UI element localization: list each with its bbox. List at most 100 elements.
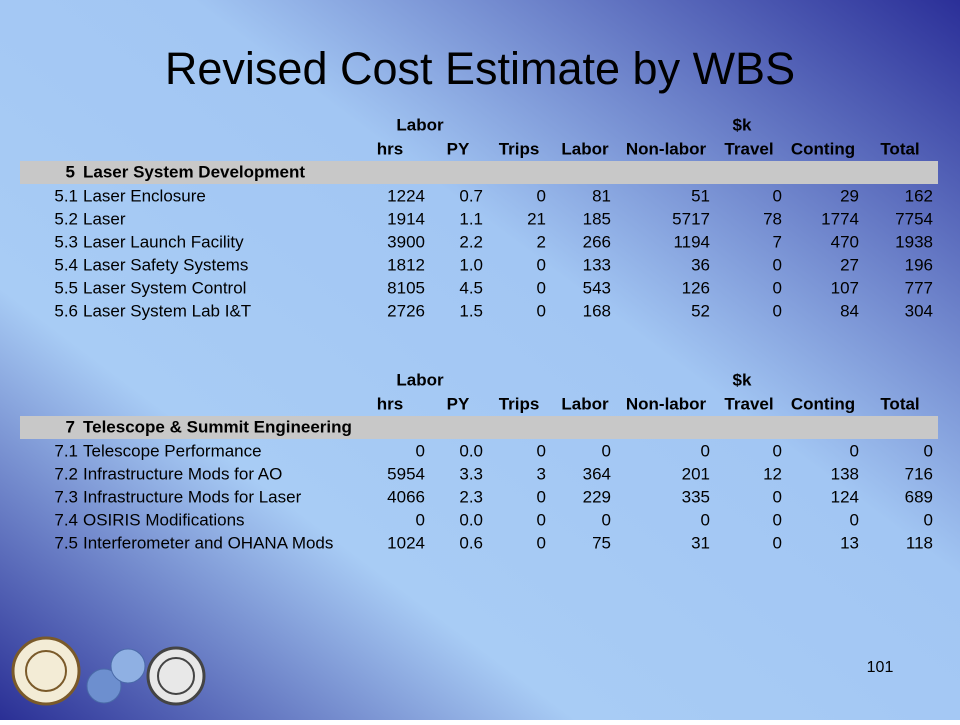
cell: 777: [905, 278, 933, 297]
cell: 138: [831, 464, 859, 483]
cell: 0: [773, 255, 782, 274]
column-header: hrs: [377, 139, 403, 158]
column-header: Total: [880, 394, 919, 413]
cell: 0.6: [459, 533, 483, 552]
cell: 13: [840, 533, 859, 552]
cell: 1.0: [459, 255, 483, 274]
column-header: Travel: [724, 394, 773, 413]
cell: 716: [905, 464, 933, 483]
cell: 12: [763, 464, 782, 483]
cell: 0: [416, 510, 425, 529]
cell: 1224: [387, 186, 425, 205]
cell: 0: [537, 278, 546, 297]
cell: 0: [924, 510, 933, 529]
cell: 1.5: [459, 301, 483, 320]
cell: 0.0: [459, 510, 483, 529]
cell: 118: [906, 533, 933, 552]
cell: 2726: [387, 301, 425, 320]
cell: 0: [773, 510, 782, 529]
cell: 126: [682, 278, 710, 297]
row-name: Infrastructure Mods for Laser: [83, 487, 302, 506]
column-header: Travel: [724, 139, 773, 158]
cell: 51: [691, 186, 710, 205]
cell: 1812: [387, 255, 425, 274]
cell: 0: [773, 278, 782, 297]
cell: 78: [763, 209, 782, 228]
cell: 133: [583, 255, 611, 274]
cell: 0.7: [459, 186, 483, 205]
section-name: Laser System Development: [83, 162, 305, 181]
row-name: Infrastructure Mods for AO: [83, 464, 282, 483]
cell: 0: [701, 510, 710, 529]
cell: 0: [773, 186, 782, 205]
cell: 3: [537, 464, 546, 483]
cell: 8105: [387, 278, 425, 297]
group-header: $k: [733, 370, 752, 389]
cell: 0.0: [459, 441, 483, 460]
row-name: Telescope Performance: [83, 441, 262, 460]
cell: 1914: [387, 209, 425, 228]
cell: 21: [527, 209, 546, 228]
column-header: Total: [880, 139, 919, 158]
column-header: Conting: [791, 394, 855, 413]
cell: 0: [537, 301, 546, 320]
cell: 196: [905, 255, 933, 274]
cell: 0: [537, 533, 546, 552]
cost-table: Labor $k hrs PY Trips Labor Non-labor Travel Con…: [20, 370, 938, 552]
cell: 0: [537, 255, 546, 274]
cell: 1.1: [459, 209, 483, 228]
row-name: Laser System Control: [83, 278, 246, 297]
column-header: Non-labor: [626, 394, 707, 413]
cell: 229: [583, 487, 611, 506]
column-header: Labor: [561, 139, 609, 158]
cell: 0: [537, 186, 546, 205]
cell: 1774: [821, 209, 859, 228]
cell: 4066: [387, 487, 425, 506]
cell: 1024: [387, 533, 425, 552]
cell: 5717: [672, 209, 710, 228]
cell: 2.2: [459, 232, 483, 251]
cell: 0: [773, 301, 782, 320]
cell: 168: [583, 301, 611, 320]
row-name: Laser System Lab I&T: [83, 301, 251, 320]
logos: [11, 636, 206, 706]
row-name: Laser Safety Systems: [83, 255, 248, 274]
column-header: Trips: [499, 139, 540, 158]
row-id: 7.4: [54, 510, 78, 529]
cell: 0: [773, 533, 782, 552]
row-id: 5.1: [54, 186, 78, 205]
cost-table: Labor $k hrs PY Trips Labor Non-labor Travel Con…: [20, 115, 938, 320]
row-name: Interferometer and OHANA Mods: [83, 533, 333, 552]
row-name: Laser Enclosure: [83, 186, 206, 205]
cell: 81: [592, 186, 611, 205]
group-header: Labor: [396, 115, 444, 134]
cell: 7754: [895, 209, 933, 228]
cell: 0: [537, 510, 546, 529]
cell: 364: [583, 464, 611, 483]
cell: 689: [905, 487, 933, 506]
cell: 2.3: [459, 487, 483, 506]
cell: 201: [682, 464, 710, 483]
cell: 0: [537, 487, 546, 506]
row-name: OSIRIS Modifications: [83, 510, 245, 529]
section-name: Telescope & Summit Engineering: [83, 417, 352, 436]
row-id: 5.2: [54, 209, 78, 228]
cell: 27: [840, 255, 859, 274]
cell: 470: [831, 232, 859, 251]
cell: 0: [773, 441, 782, 460]
cell: 107: [831, 278, 859, 297]
cell: 543: [583, 278, 611, 297]
cell: 3900: [387, 232, 425, 251]
row-id: 5.6: [54, 301, 78, 320]
section-bar: [20, 161, 938, 184]
cell: 1194: [673, 232, 710, 251]
slide-title: Revised Cost Estimate by WBS: [165, 43, 795, 94]
cell: 5954: [387, 464, 425, 483]
group-header: Labor: [396, 370, 444, 389]
cell: 335: [682, 487, 710, 506]
column-header: Trips: [499, 394, 540, 413]
row-id: 5.3: [54, 232, 78, 251]
cell: 31: [691, 533, 710, 552]
cell: 0: [416, 441, 425, 460]
